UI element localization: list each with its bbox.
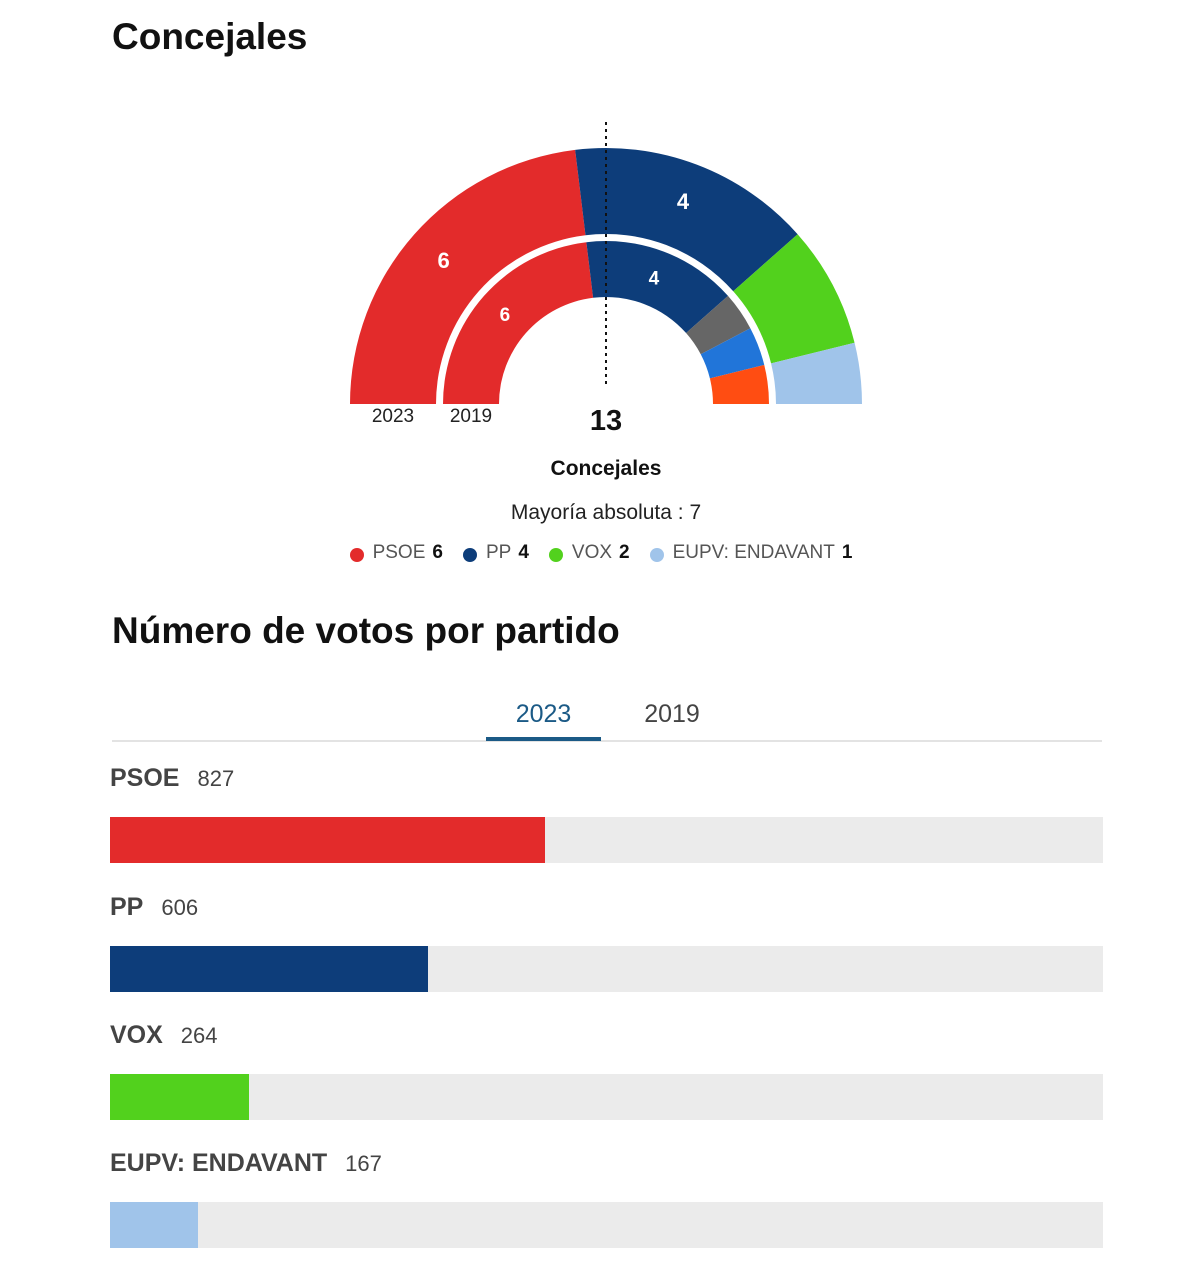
hemicycle-segment [586,241,729,334]
legend-item-eupv: EUPV: ENDAVANT 1 [648,542,853,564]
hemicycle-segment [700,328,765,379]
bar-row-vox: VOX 264 [110,1021,1103,1120]
hemicycle-segment [575,148,798,292]
legend-dot [548,548,563,562]
legend-dot [462,548,477,562]
bar-party-name: EUPV: ENDAVANT [110,1149,328,1177]
year-tabs: 2023 2019 [112,690,1102,742]
votos-title: Número de votos por partido [112,610,620,651]
bar-row-pp: PP 606 [110,893,1103,992]
bar-label: VOX 264 [110,1021,1103,1057]
legend-item-vox: VOX 2 [547,542,630,564]
bar-label: PP 606 [110,893,1103,929]
tab-2019[interactable]: 2019 [644,700,700,728]
total-seats-label: Concejales [550,457,662,480]
bar-fill-vox [110,1074,249,1120]
bar-party-name: PSOE [110,764,180,792]
hemicycle-segment [733,234,855,364]
seat-legend: PSOE 6 PP 4 VOX 2 EUPV: ENDAVANT 1 [0,542,1200,564]
hemicycle-segment-label: 6 [437,248,449,273]
legend-dot [649,548,664,562]
hemicycle-segment [350,149,586,404]
legend-seats: 6 [432,542,443,563]
bar-track [110,1074,1103,1120]
bar-label: PSOE 827 [110,764,1103,800]
concejales-title: Concejales [112,16,308,57]
legend-party: EUPV: ENDAVANT [672,542,835,563]
hemicycle-chart: 6 4 2023 6 4 2019 [350,122,862,427]
legend-item-psoe: PSOE 6 [348,542,443,564]
hemicycle-segment [771,342,862,404]
hemicycle-segment [686,295,751,355]
hemicycle-segment-label: 4 [649,268,660,289]
hemicycle-segment [443,242,594,404]
legend-party: PSOE [372,542,426,563]
bar-party-name: VOX [110,1021,163,1049]
majority-text: Mayoría absoluta : 7 [510,501,702,524]
ring-year-label: 2023 [372,406,414,427]
bar-track [110,946,1103,992]
bar-party-votes: 167 [345,1151,382,1176]
legend-seats: 2 [619,542,630,563]
bar-row-psoe: PSOE 827 [110,764,1103,863]
legend-item-pp: PP 4 [461,542,529,564]
bar-party-name: PP [110,893,144,921]
hemicycle-segment-label: 4 [677,189,690,214]
ring-year-label: 2019 [450,406,492,427]
bar-row-eupv: EUPV: ENDAVANT 167 [110,1149,1103,1248]
legend-dot [349,548,364,562]
legend-party: VOX [571,542,613,563]
legend-seats: 1 [841,542,853,563]
hemicycle-segment [709,364,769,404]
bar-party-votes: 827 [197,766,235,791]
legend-party: PP [485,542,512,563]
bar-track [110,1202,1103,1248]
bar-fill-psoe [110,817,545,863]
total-seats: 13 [589,405,623,437]
bar-party-votes: 606 [161,895,199,920]
bar-fill-eupv [110,1202,198,1248]
bar-party-votes: 264 [180,1023,218,1048]
bar-label: EUPV: ENDAVANT 167 [110,1149,1103,1185]
legend-seats: 4 [518,542,529,563]
bar-fill-pp [110,946,429,992]
bar-track [110,817,1103,863]
hemicycle-segment-label: 6 [500,305,511,326]
tab-2023[interactable]: 2023 [486,700,601,741]
